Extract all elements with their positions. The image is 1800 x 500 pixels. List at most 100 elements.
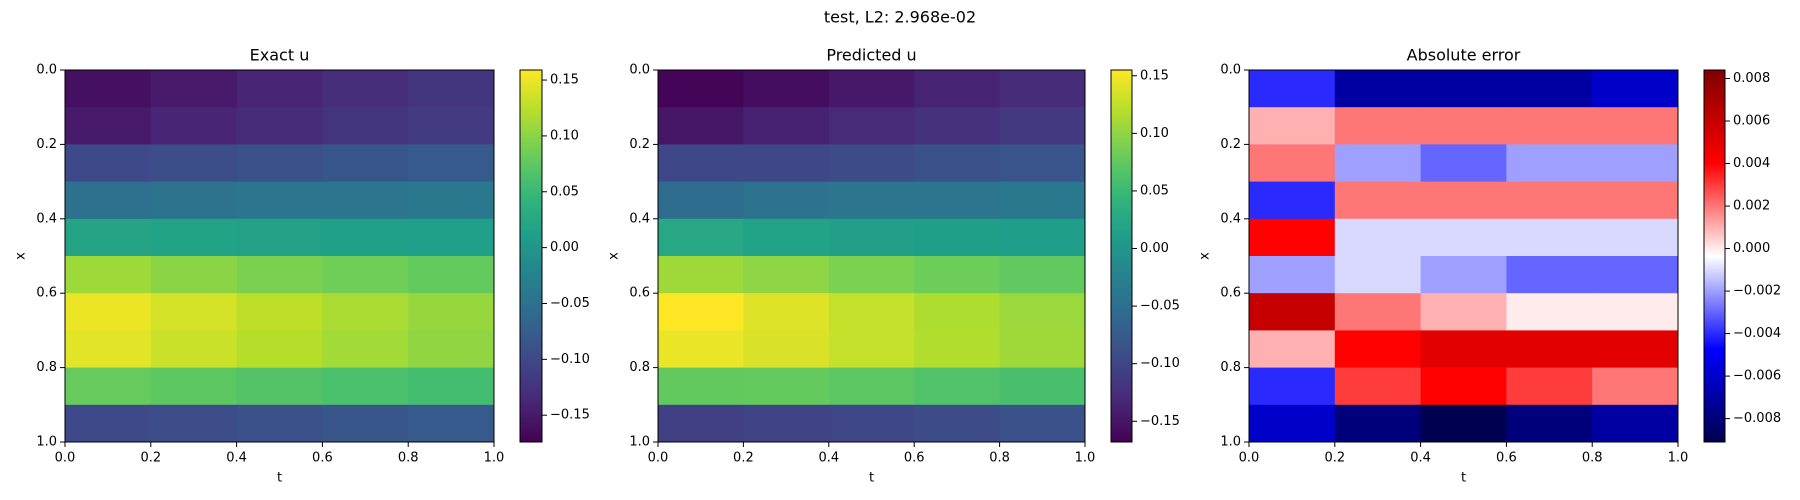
heatmap-cell <box>828 367 915 406</box>
y-tick-label: 0.8 <box>36 360 57 375</box>
heatmap-cell <box>236 330 323 369</box>
colorbar-tick-label: 0.05 <box>1140 183 1169 198</box>
heatmap-cell <box>914 404 1001 442</box>
heatmap-cell <box>1334 293 1422 331</box>
colorbar <box>1703 69 1726 443</box>
x-tick-label: 0.4 <box>226 451 247 466</box>
heatmap-cell <box>322 404 409 442</box>
heatmap-cell <box>1420 107 1507 145</box>
heatmap-cell <box>1592 367 1678 406</box>
heatmap-cell <box>743 70 830 108</box>
heatmap-cell <box>743 293 830 331</box>
y-tick-label: 0.2 <box>629 137 650 152</box>
heatmap-cell <box>1334 218 1422 257</box>
heatmap-cell <box>65 404 152 442</box>
heatmap-cell <box>408 107 494 145</box>
colorbar-tick-label: 0.002 <box>1733 199 1770 214</box>
heatmap-cell <box>65 293 152 331</box>
heatmap-cell <box>65 367 152 406</box>
heatmap-cell <box>828 144 915 183</box>
heatmap-cell <box>408 181 494 220</box>
x-tick-label: 0.6 <box>904 451 925 466</box>
y-tick-label: 0.6 <box>629 286 650 301</box>
y-axis-label: x <box>14 252 29 260</box>
y-tick-label: 0.4 <box>36 211 57 226</box>
heatmap-cell <box>743 367 830 406</box>
y-tick-label: 0.6 <box>36 286 57 301</box>
colorbar-tick-label: 0.004 <box>1733 156 1770 171</box>
heatmap-cell <box>1249 404 1336 442</box>
heatmap-cells <box>658 70 1085 442</box>
heatmap-cell <box>658 181 744 220</box>
heatmap-cell <box>150 404 238 442</box>
heatmap-cell <box>1420 144 1507 183</box>
colorbar-tick-label: −0.05 <box>1140 299 1180 314</box>
x-tick-label: 0.4 <box>818 451 839 466</box>
heatmap-cell <box>150 144 238 183</box>
heatmap-cell <box>999 404 1085 442</box>
heatmap-cell <box>408 256 494 294</box>
x-tick-label: 0.2 <box>733 451 754 466</box>
heatmap-cell <box>914 330 1001 369</box>
heatmap-cell <box>236 293 323 331</box>
heatmap-cell <box>65 181 152 220</box>
heatmap-cell <box>322 330 409 369</box>
colorbar-tick-label: 0.00 <box>550 240 579 255</box>
colorbar-tick-label: 0.000 <box>1733 241 1770 256</box>
y-tick-label: 0.6 <box>1220 286 1241 301</box>
heatmap-cell <box>236 256 323 294</box>
colorbar-tick-label: 0.10 <box>550 128 579 143</box>
y-tick-label: 0.8 <box>629 360 650 375</box>
x-tick-label: 0.2 <box>1324 451 1345 466</box>
x-tick-label: 0.6 <box>312 451 333 466</box>
heatmap-cell <box>1420 256 1507 294</box>
heatmap-cell <box>150 107 238 145</box>
heatmap-cell <box>1334 404 1422 442</box>
heatmap-cell <box>1420 330 1507 369</box>
heatmap-cell <box>1592 330 1678 369</box>
heatmap-cell <box>1249 256 1336 294</box>
heatmap-cell <box>743 144 830 183</box>
heatmap-cell <box>658 70 744 108</box>
heatmap-cell <box>658 144 744 183</box>
heatmap-cell <box>999 330 1085 369</box>
heatmap-cell <box>1249 330 1336 369</box>
heatmap-cell <box>1592 404 1678 442</box>
heatmap-cell <box>999 70 1085 108</box>
heatmap-cell <box>1334 107 1422 145</box>
y-tick-label: 0.0 <box>629 63 650 78</box>
heatmap-cell <box>1592 293 1678 331</box>
heatmap-cell <box>236 144 323 183</box>
x-tick-label: 0.8 <box>989 451 1010 466</box>
heatmap-cell <box>999 144 1085 183</box>
axes-title: Exact u <box>250 46 310 65</box>
heatmap-cell <box>999 256 1085 294</box>
y-tick-label: 0.2 <box>1220 137 1241 152</box>
heatmap-cell <box>65 330 152 369</box>
heatmap-cell <box>1334 181 1422 220</box>
heatmap-cell <box>1334 256 1422 294</box>
x-tick-label: 0.4 <box>1410 451 1431 466</box>
heatmap-cell <box>65 218 152 257</box>
heatmap-cell <box>1506 107 1593 145</box>
heatmap-cells <box>1249 70 1678 442</box>
heatmap-cell <box>999 218 1085 257</box>
colorbar-tick-label: 0.00 <box>1140 241 1169 256</box>
heatmap-cell <box>322 107 409 145</box>
heatmap-cell <box>322 144 409 183</box>
x-axis-label: t <box>1461 471 1466 486</box>
heatmap-cell <box>914 218 1001 257</box>
heatmap-cell <box>828 404 915 442</box>
heatmap-cell <box>1592 70 1678 108</box>
x-tick-label: 0.2 <box>140 451 161 466</box>
heatmap-cell <box>150 181 238 220</box>
colorbar-tick-label: −0.05 <box>550 296 590 311</box>
colorbar-tick-label: 0.15 <box>1140 68 1169 83</box>
heatmap-cell <box>914 144 1001 183</box>
heatmap-cell <box>1249 181 1336 220</box>
heatmap-cell <box>828 218 915 257</box>
colorbar-tick-label: −0.10 <box>1140 356 1180 371</box>
heatmap-cell <box>914 70 1001 108</box>
heatmap-cell <box>65 256 152 294</box>
